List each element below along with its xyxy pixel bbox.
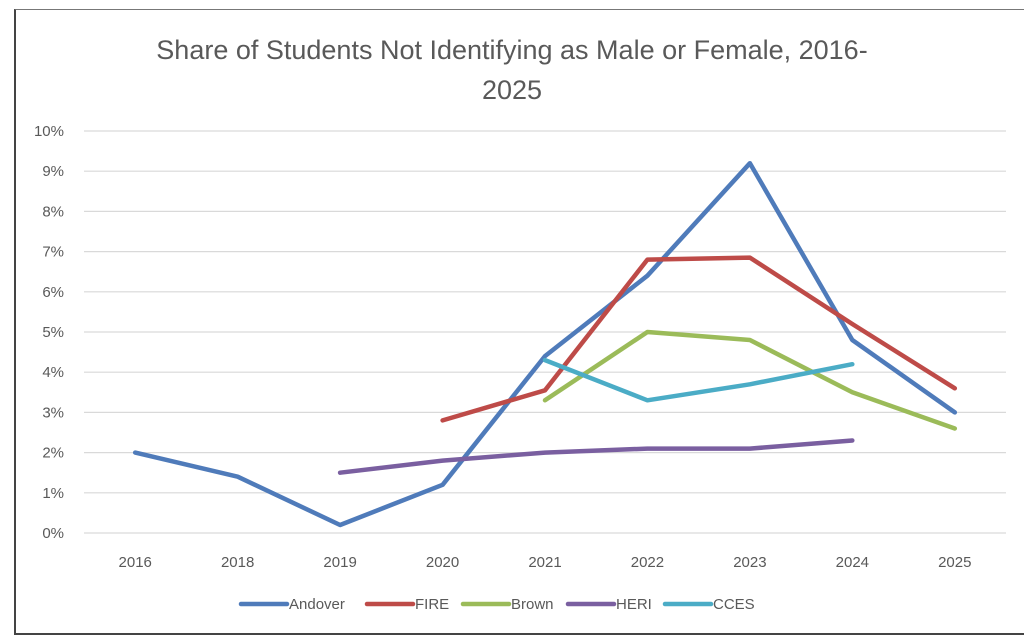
x-tick-label: 2018 <box>221 554 254 571</box>
chart-title-line1: Share of Students Not Identifying as Mal… <box>156 35 868 65</box>
legend-label-fire: FIRE <box>415 596 449 613</box>
y-tick-label: 4% <box>42 364 64 381</box>
y-tick-label: 10% <box>34 123 64 140</box>
series-line-heri <box>337 438 855 475</box>
series-line-cces <box>542 357 855 403</box>
legend-label-andover: Andover <box>289 596 345 613</box>
series-line-brown <box>542 329 958 431</box>
legend: Andover FIRE Brown HERI CCES <box>238 596 755 613</box>
y-tick-label: 1% <box>42 485 64 502</box>
x-tick-label: 2024 <box>836 554 869 571</box>
y-tick-label: 5% <box>42 324 64 341</box>
x-axis-ticks: 2016 2018 2019 2020 2021 2022 2023 2024 2025 <box>119 554 972 571</box>
legend-label-cces: CCES <box>713 596 755 613</box>
chart-frame <box>14 9 1024 635</box>
y-tick-label: 6% <box>42 284 64 301</box>
legend-label-heri: HERI <box>616 596 652 613</box>
y-tick-label: 8% <box>42 203 64 220</box>
y-tick-label: 0% <box>42 525 64 542</box>
x-tick-label: 2019 <box>323 554 356 571</box>
chart-title: Share of Students Not Identifying as Mal… <box>0 30 1024 110</box>
series-lines <box>132 160 958 528</box>
x-tick-label: 2020 <box>426 554 459 571</box>
x-tick-label: 2022 <box>631 554 664 571</box>
y-tick-label: 3% <box>42 404 64 421</box>
chart-title-line2: 2025 <box>481 75 543 105</box>
y-axis-ticks: 0% 1% 2% 3% 4% 5% 6% 7% 8% 9% 10% <box>34 123 64 542</box>
x-tick-label: 2025 <box>938 554 971 571</box>
y-tick-label: 7% <box>42 244 64 261</box>
series-line-fire <box>440 255 958 423</box>
x-tick-label: 2021 <box>528 554 561 571</box>
x-tick-label: 2023 <box>733 554 766 571</box>
legend-label-brown: Brown <box>511 596 554 613</box>
y-tick-label: 9% <box>42 163 64 180</box>
y-tick-label: 2% <box>42 445 64 462</box>
x-tick-label: 2016 <box>119 554 152 571</box>
series-line-andover <box>132 160 958 528</box>
